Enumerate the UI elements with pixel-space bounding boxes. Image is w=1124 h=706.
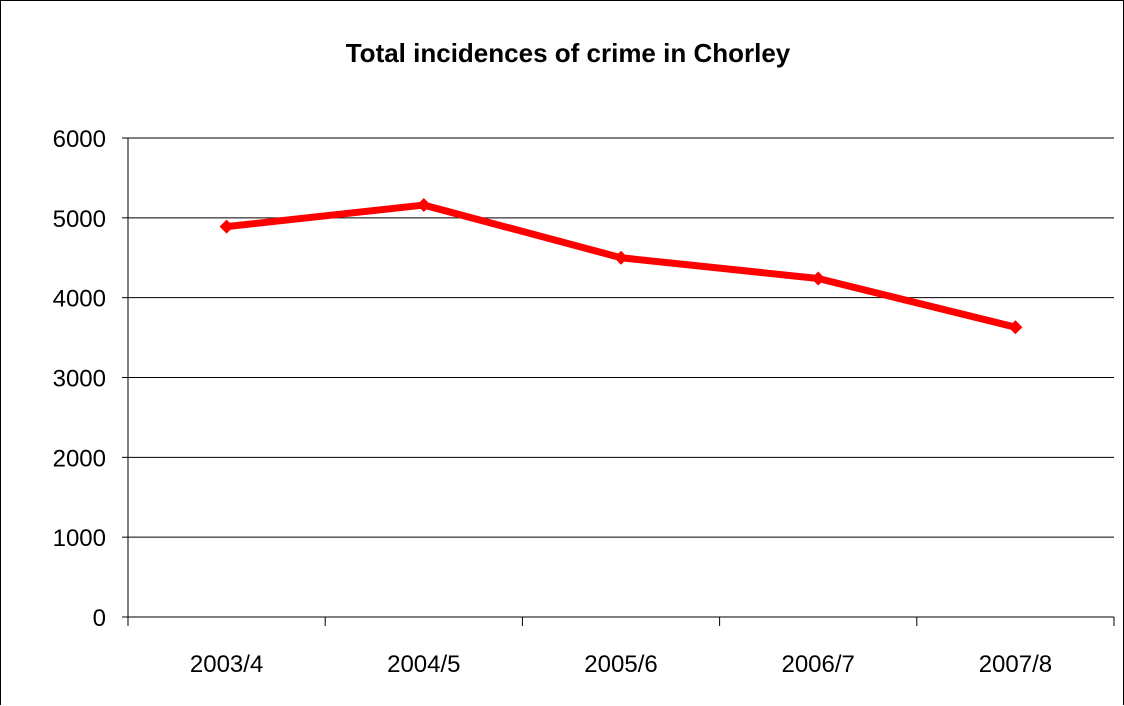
x-tick-label: 2007/8 bbox=[979, 651, 1052, 678]
y-tick-label: 2000 bbox=[53, 445, 106, 472]
y-tick-label: 0 bbox=[93, 605, 106, 632]
y-tick-label: 1000 bbox=[53, 525, 106, 552]
y-tick-label: 5000 bbox=[53, 206, 106, 233]
chart-title: Total incidences of crime in Chorley bbox=[346, 38, 791, 68]
x-tick-label: 2004/5 bbox=[387, 651, 460, 678]
y-tick-label: 3000 bbox=[53, 366, 106, 393]
x-tick-label: 2006/7 bbox=[781, 651, 854, 678]
y-tick-label: 4000 bbox=[53, 286, 106, 313]
data-point-marker bbox=[1008, 320, 1023, 335]
series-line bbox=[223, 201, 1019, 331]
x-tick-label: 2005/6 bbox=[584, 651, 657, 678]
gridlines bbox=[128, 137, 1114, 538]
data-point-marker bbox=[416, 198, 431, 213]
y-tick-labels: 0 1000 2000 3000 4000 5000 6000 bbox=[53, 126, 106, 632]
data-point-marker bbox=[811, 271, 826, 286]
data-point-marker bbox=[614, 250, 628, 265]
axes bbox=[122, 137, 1115, 626]
y-tick-label: 6000 bbox=[53, 126, 106, 153]
data-point-marker bbox=[219, 219, 234, 234]
x-tick-labels: 2003/4 2004/5 2005/6 2006/7 2007/8 bbox=[190, 651, 1052, 678]
x-tick-label: 2003/4 bbox=[190, 651, 263, 678]
series-layer bbox=[219, 198, 1023, 335]
